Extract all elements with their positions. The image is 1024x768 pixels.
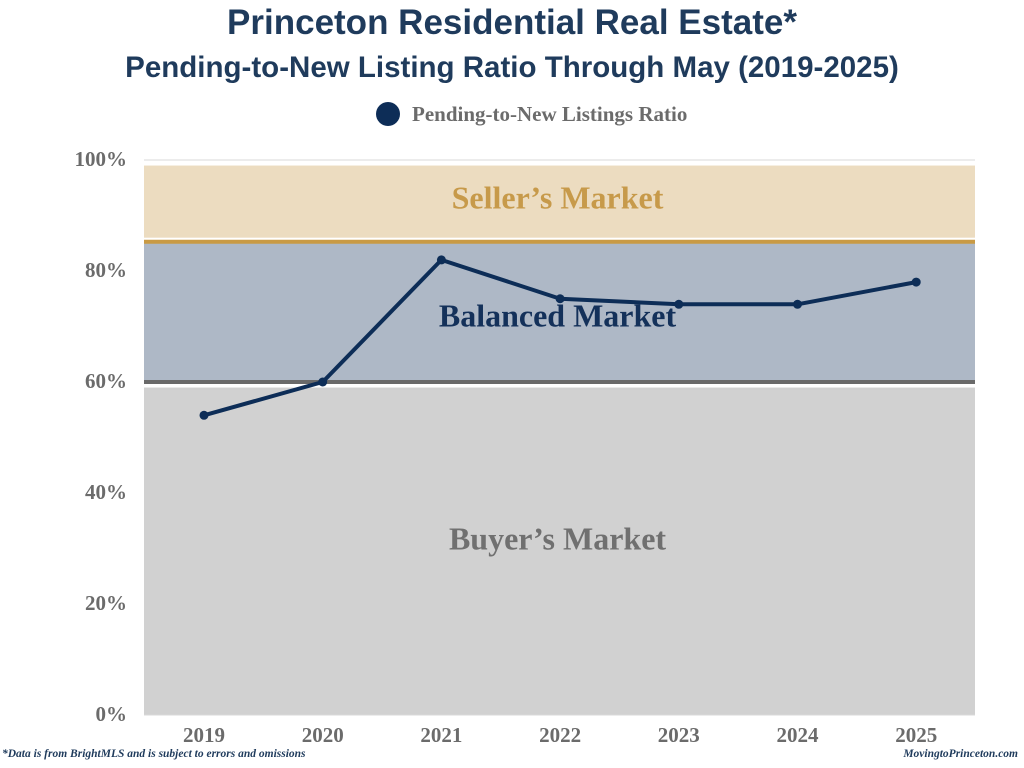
x-tick-label: 2025 — [895, 723, 937, 747]
legend-marker — [376, 102, 400, 126]
y-tick-label: 60% — [85, 369, 127, 393]
chart-subtitle: Pending-to-New Listing Ratio Through May… — [125, 51, 899, 84]
data-point — [555, 294, 565, 304]
data-point — [911, 277, 921, 287]
website-credit: MovingtoPrinceton.com — [903, 748, 1018, 760]
y-tick-label: 20% — [85, 591, 127, 615]
x-tick-label: 2019 — [183, 723, 225, 747]
x-tick-label: 2020 — [302, 723, 344, 747]
y-tick-label: 40% — [85, 480, 127, 504]
data-point — [674, 299, 684, 309]
seller-market-label: Seller’s Market — [452, 179, 664, 215]
data-point — [793, 299, 802, 309]
data-point — [318, 377, 328, 387]
x-tick-label: 2022 — [539, 723, 581, 747]
buyer-market-zone — [144, 387, 975, 715]
x-tick-label: 2024 — [777, 723, 820, 747]
y-tick-label: 80% — [85, 258, 127, 282]
y-tick-label: 100% — [75, 147, 128, 171]
data-source-footnote: *Data is from BrightMLS and is subject t… — [2, 748, 306, 760]
chart-title: Princeton Residential Real Estate* — [227, 3, 797, 42]
seller-market-zone — [144, 165, 975, 238]
buyer-market-label: Buyer’s Market — [449, 520, 666, 556]
data-point — [199, 410, 209, 420]
legend: Pending-to-New Listings Ratio — [376, 100, 687, 128]
x-tick-label: 2023 — [658, 723, 700, 747]
x-tick-label: 2021 — [420, 723, 462, 747]
balanced-market-zone — [144, 243, 975, 382]
legend-label: Pending-to-New Listings Ratio — [412, 101, 688, 126]
data-point — [436, 255, 446, 265]
y-tick-label: 0% — [96, 702, 128, 726]
